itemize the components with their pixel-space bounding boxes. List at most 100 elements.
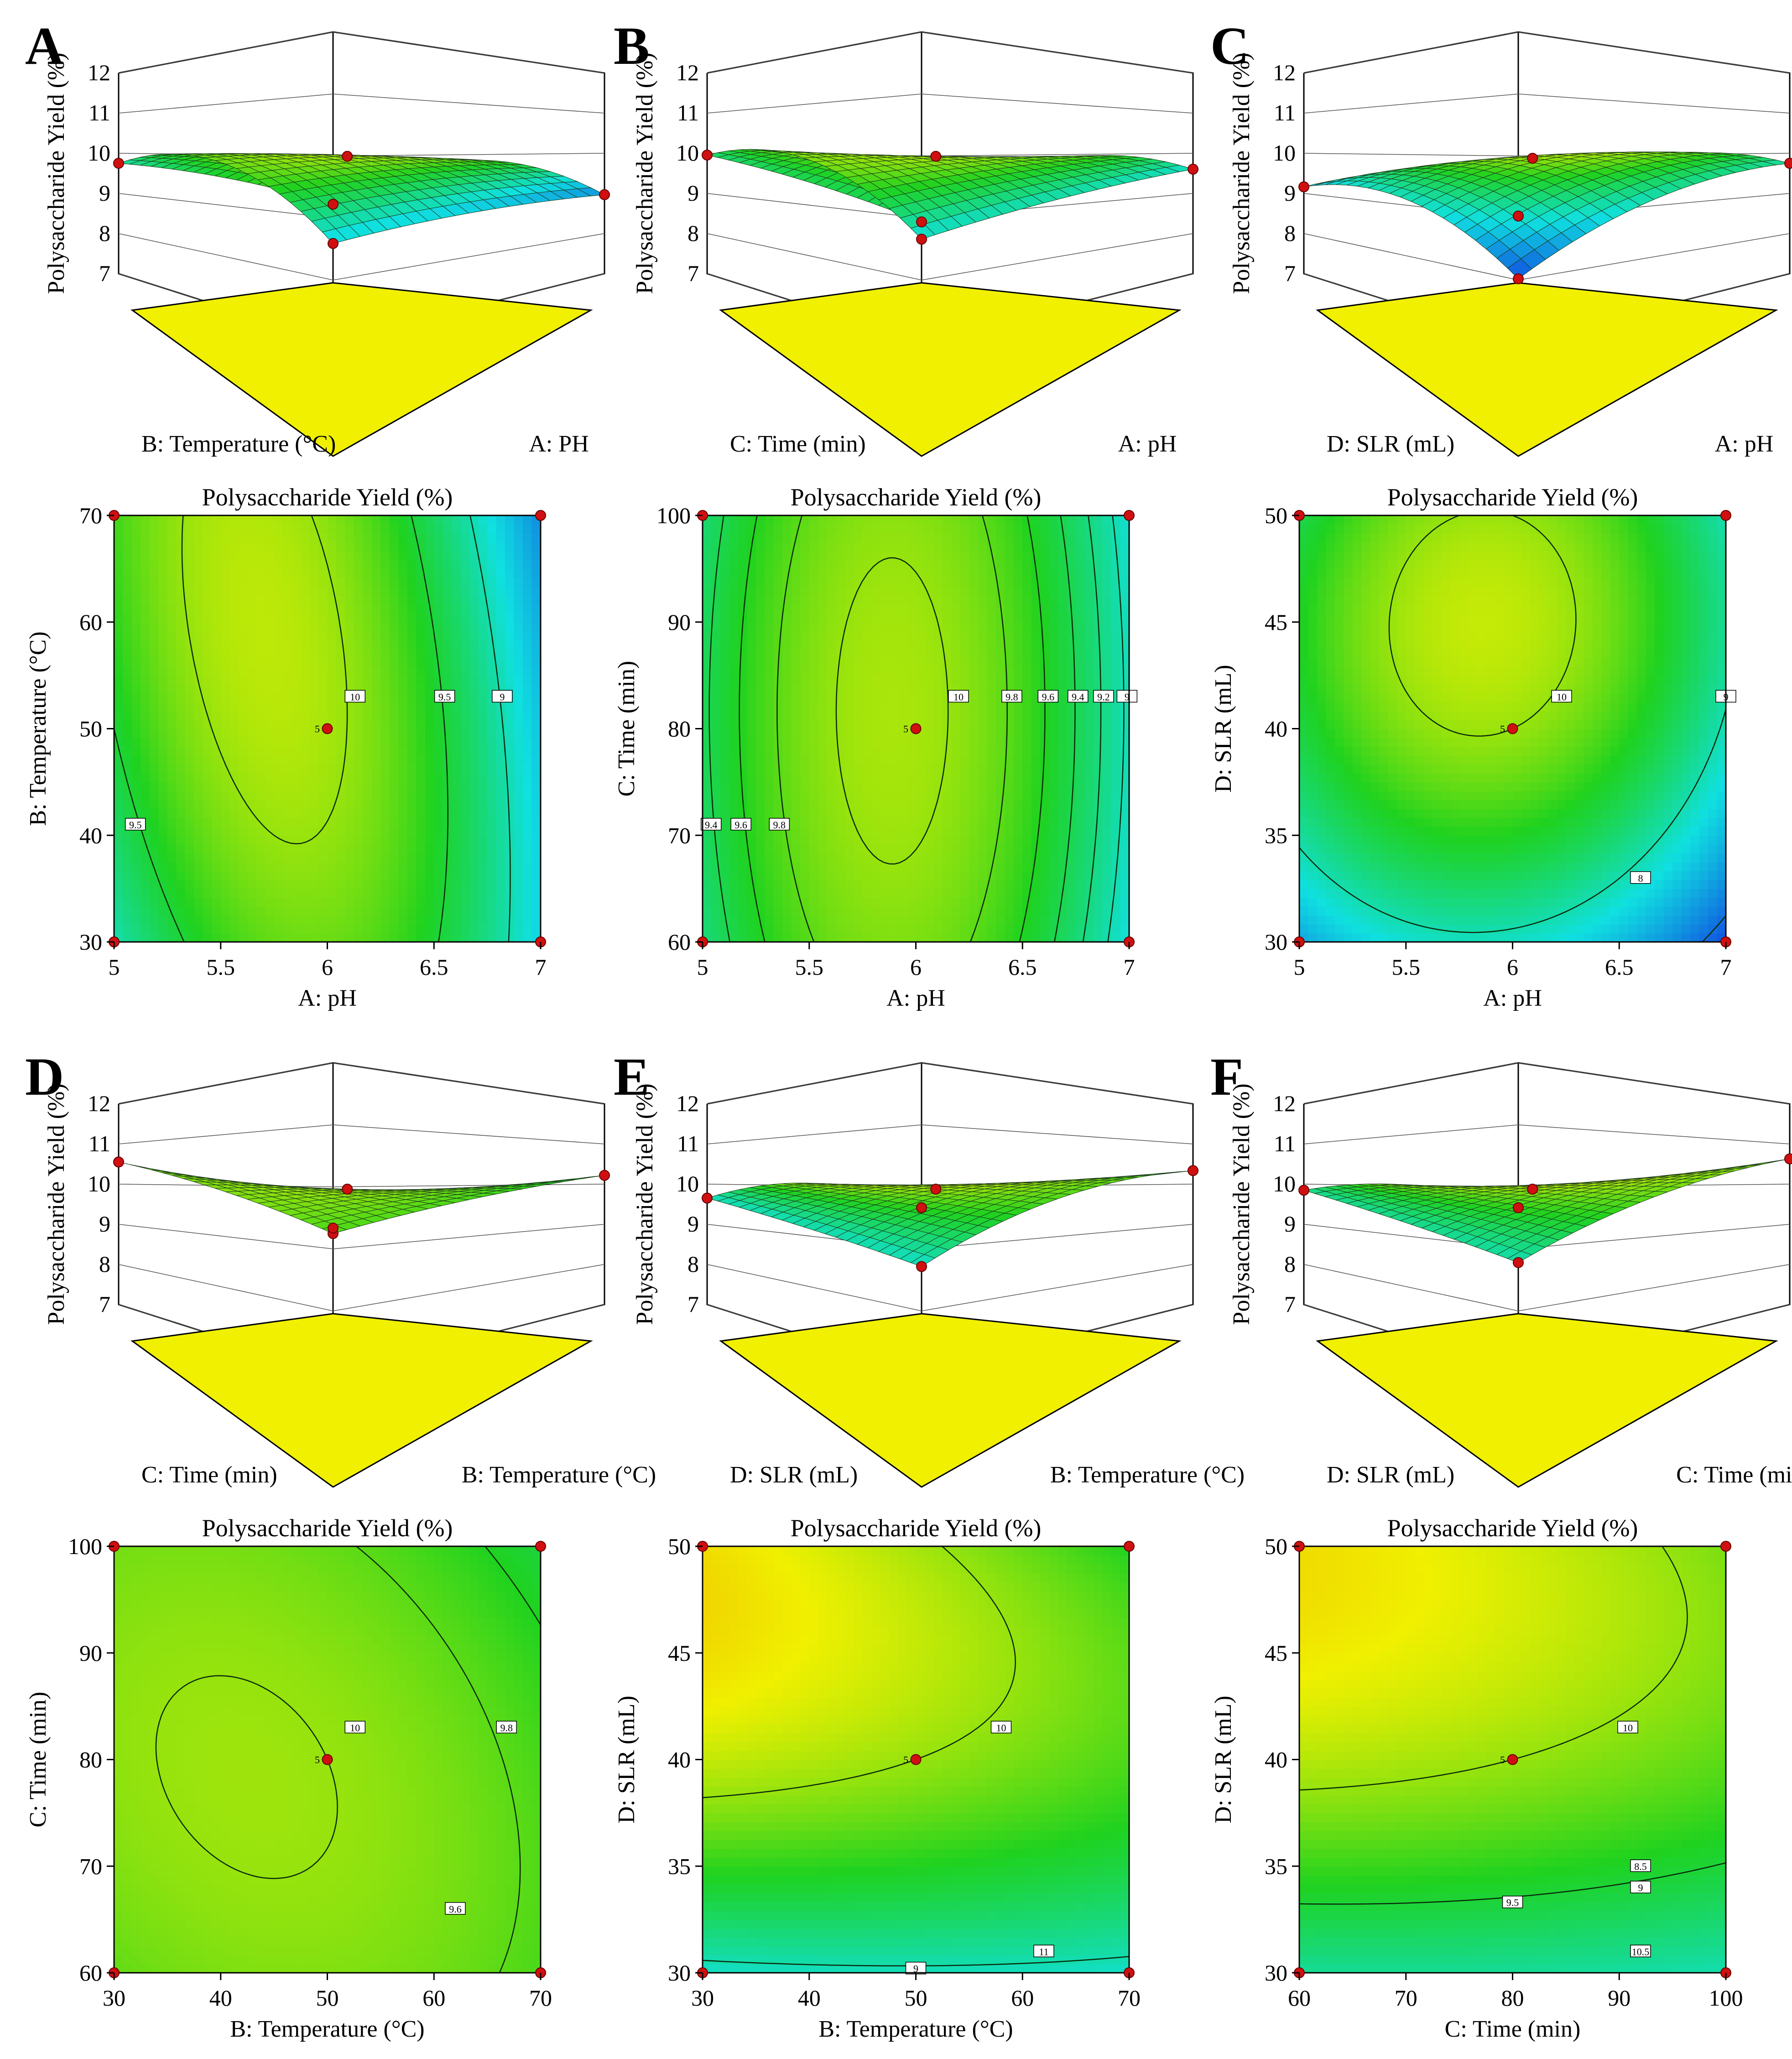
heat-cell (1013, 817, 1023, 827)
heat-cell (880, 604, 890, 614)
heat-cell (800, 586, 810, 596)
heat-cell (185, 889, 195, 898)
heat-cell (871, 808, 881, 818)
heat-cell (1013, 657, 1023, 667)
heat-cell (434, 755, 443, 765)
heat-cell (889, 790, 899, 801)
heat-cell (720, 737, 730, 747)
heat-cell (765, 640, 774, 650)
heat-cell (371, 693, 381, 703)
heat-cell (194, 746, 203, 756)
heat-cell (158, 631, 168, 640)
heat-cell (782, 533, 792, 543)
heat-cell (212, 524, 221, 534)
heat-cell (380, 666, 390, 676)
heat-cell (371, 844, 381, 854)
heat-cell (131, 675, 141, 685)
heat-cell (425, 800, 435, 809)
heat-cell (844, 844, 854, 854)
heat-cell (327, 649, 337, 658)
heat-cell (747, 915, 756, 925)
heat-cell (265, 720, 275, 729)
heat-cell (933, 586, 943, 596)
heat-cell (809, 897, 819, 907)
heat-cell (194, 657, 203, 667)
heat-cell (345, 560, 354, 569)
heat-cell (389, 568, 399, 578)
heat-cell (505, 675, 515, 685)
heat-cell (969, 889, 979, 898)
heat-cell (978, 711, 988, 721)
heat-cell (131, 711, 141, 721)
heat-cell (292, 790, 302, 801)
heat-cell (158, 826, 168, 836)
heat-cell (185, 595, 195, 605)
heat-cell (703, 844, 712, 854)
heat-cell (149, 622, 159, 632)
heat-cell (283, 915, 292, 925)
heat-cell (167, 800, 177, 809)
heat-cell (398, 649, 408, 658)
heat-cell (229, 684, 239, 694)
heat-cell (523, 586, 532, 596)
heat-cell (460, 533, 470, 543)
heat-cell (292, 844, 302, 854)
heat-cell (951, 640, 961, 650)
heat-cell (773, 568, 783, 578)
heat-cell (345, 790, 354, 801)
heat-cell (380, 586, 390, 596)
heat-cell (167, 577, 177, 587)
heat-cell (1005, 808, 1014, 818)
heat-cell (487, 889, 497, 898)
x-axis-label: A: pH (298, 985, 357, 1011)
heat-cell (114, 746, 124, 756)
heat-cell (247, 737, 257, 747)
heat-cell (371, 515, 381, 525)
heat-cell (505, 515, 515, 525)
heat-cell (176, 826, 186, 836)
heat-cell (407, 800, 417, 809)
heat-cell (176, 889, 186, 898)
heat-cell (478, 746, 488, 756)
heat-cell (800, 675, 810, 685)
heat-cell (141, 640, 150, 650)
heat-cell (256, 542, 266, 551)
heat-cell (229, 631, 239, 640)
heat-cell (1022, 933, 1032, 942)
heat-cell (309, 755, 319, 765)
heat-cell (729, 711, 739, 721)
heat-cell (729, 604, 739, 614)
heat-cell (460, 711, 470, 721)
heat-cell (765, 595, 774, 605)
heat-cell (247, 817, 257, 827)
heat-cell (158, 924, 168, 934)
heat-cell (818, 657, 828, 667)
heat-cell (809, 560, 819, 569)
heat-cell (854, 764, 863, 774)
heat-cell (1013, 604, 1023, 614)
heat-cell (158, 702, 168, 712)
heat-cell (194, 826, 203, 836)
heat-cell (1005, 604, 1014, 614)
heat-cell (755, 702, 766, 712)
heat-cell (292, 800, 302, 809)
heat-cell (969, 720, 979, 729)
heat-cell (220, 684, 230, 694)
heat-cell (212, 542, 221, 551)
heat-cell (747, 586, 756, 596)
heat-cell (523, 684, 532, 694)
heat-cell (256, 649, 266, 658)
heat-cell (345, 640, 354, 650)
heat-cell (114, 790, 124, 801)
heat-cell (469, 711, 479, 721)
heat-cell (327, 586, 337, 596)
heat-cell (960, 746, 970, 756)
heat-cell (880, 568, 890, 578)
heat-cell (265, 577, 275, 587)
heat-cell (933, 853, 943, 863)
heat-cell (505, 933, 515, 942)
heat-cell (265, 551, 275, 561)
heat-cell (880, 533, 890, 543)
heat-cell (443, 533, 453, 543)
heat-cell (933, 889, 943, 898)
